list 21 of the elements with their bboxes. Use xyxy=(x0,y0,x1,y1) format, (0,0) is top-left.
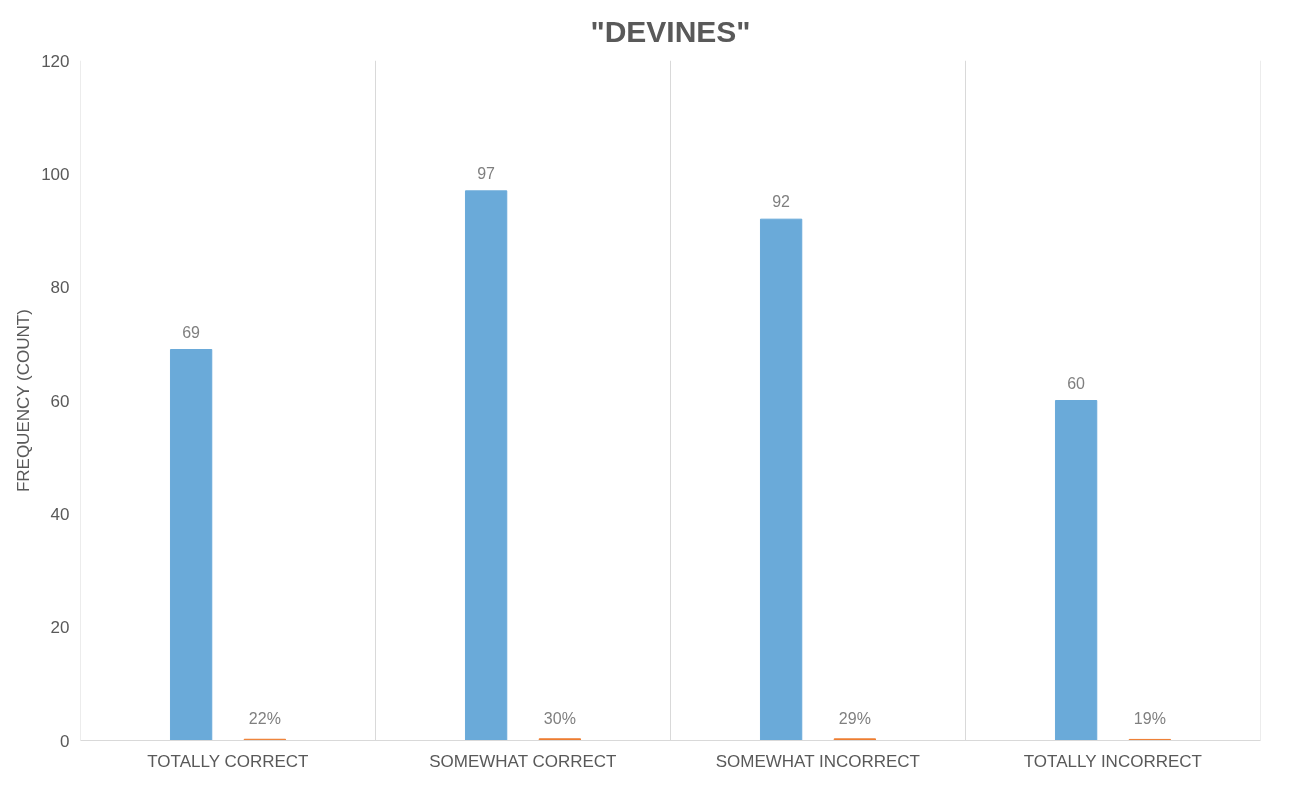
x-tick-label: SOMEWHAT CORRECT xyxy=(429,751,617,771)
y-tick-label: 40 xyxy=(50,504,70,524)
data-label: 29% xyxy=(838,709,871,727)
y-tick-label: 80 xyxy=(50,278,70,298)
y-axis-title: FREQUENCY (COUNT) xyxy=(14,309,34,493)
x-tick-label: TOTALLY INCORRECT xyxy=(1023,751,1202,771)
data-label: 19% xyxy=(1133,710,1166,728)
y-tick-label: 100 xyxy=(41,164,70,184)
data-label: 30% xyxy=(543,709,576,727)
y-tick-label: 120 xyxy=(41,51,70,71)
chart-title: "DEVINES" xyxy=(590,15,751,48)
x-tick-label: SOMEWHAT INCORRECT xyxy=(715,751,921,771)
y-tick-label: 0 xyxy=(60,731,70,751)
data-label: 92 xyxy=(772,193,791,211)
x-tick-label: TOTALLY CORRECT xyxy=(147,751,309,771)
y-tick-label: 20 xyxy=(50,618,70,638)
data-label: 97 xyxy=(477,164,496,182)
data-label: 22% xyxy=(248,710,281,728)
data-label: 60 xyxy=(1067,374,1086,392)
data-label: 69 xyxy=(182,323,201,341)
y-tick-label: 60 xyxy=(50,391,70,411)
